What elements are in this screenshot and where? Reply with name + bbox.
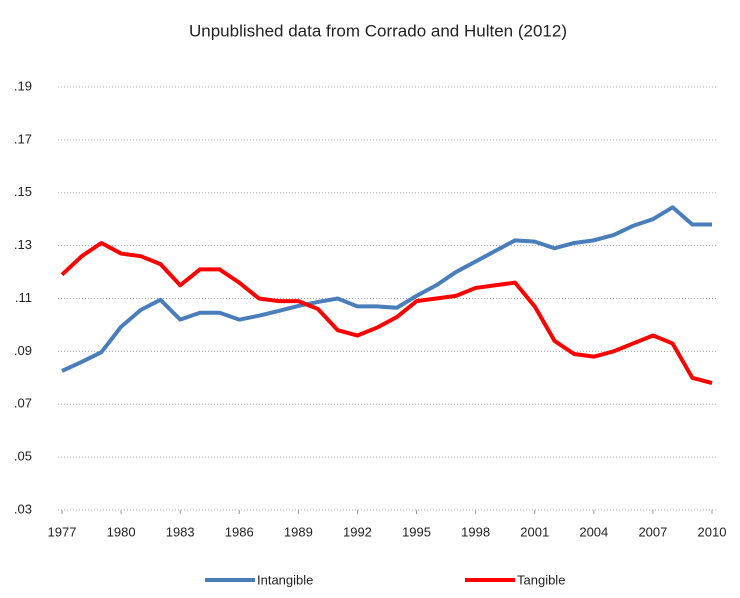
y-tick-label: .05 [14,449,32,464]
x-tick-label: 2007 [638,524,667,539]
x-tick-label: 1983 [166,524,195,539]
y-tick-label: .11 [15,290,32,305]
x-tick-label: 2001 [520,524,549,539]
y-tick-label: .13 [14,237,32,252]
x-tick-label: 2004 [579,524,608,539]
y-tick-label: .03 [14,501,32,516]
x-tick-label: 1995 [402,524,431,539]
x-tick-label: 1980 [107,524,136,539]
y-tick-label: .09 [14,343,32,358]
y-tick-label: .17 [14,131,32,146]
legend-label: Intangible [257,572,313,587]
series-line [61,205,712,373]
y-tick-label: .07 [14,396,32,411]
x-tick-label: 1989 [284,524,313,539]
y-tick-label: .19 [14,78,32,93]
legend-label: Tangible [517,572,565,587]
x-tick-label: 1986 [225,524,254,539]
x-tick-label: 1998 [461,524,490,539]
x-tick-label: 1992 [343,524,372,539]
chart-title: Unpublished data from Corrado and Hulten… [189,21,567,40]
x-tick-label: 2010 [698,524,727,539]
y-tick-label: .15 [14,184,32,199]
x-tick-label: 1977 [48,524,77,539]
series-line [60,240,713,386]
